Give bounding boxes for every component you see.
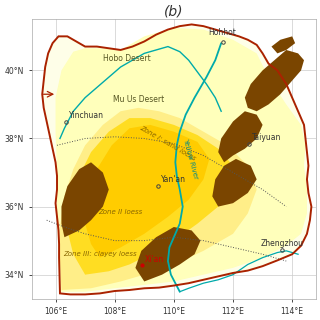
Polygon shape [218,111,263,162]
Polygon shape [271,36,295,53]
Polygon shape [60,108,257,290]
Text: Zone I: sand loess: Zone I: sand loess [139,125,197,162]
Text: Taiyuan: Taiyuan [252,133,282,142]
Title: (b): (b) [164,4,184,18]
Text: Hobo Desert: Hobo Desert [103,54,150,63]
Polygon shape [68,118,233,275]
Polygon shape [212,159,257,207]
Text: Yinchuan: Yinchuan [69,111,104,120]
Polygon shape [61,162,109,237]
Polygon shape [245,50,304,111]
Text: Zhengzhou: Zhengzhou [260,239,303,248]
Text: Hohhot: Hohhot [209,28,236,37]
Polygon shape [135,227,200,282]
Text: Zone II loess: Zone II loess [99,209,143,215]
Text: Xi'an: Xi'an [145,255,164,264]
Text: Zone III: clayey loess: Zone III: clayey loess [63,251,137,257]
Text: Mu Us Desert: Mu Us Desert [113,95,164,104]
Text: Yan'an: Yan'an [161,175,187,184]
Polygon shape [85,125,209,258]
Polygon shape [56,28,307,292]
Text: Yellow River: Yellow River [182,138,198,180]
Polygon shape [42,24,311,294]
